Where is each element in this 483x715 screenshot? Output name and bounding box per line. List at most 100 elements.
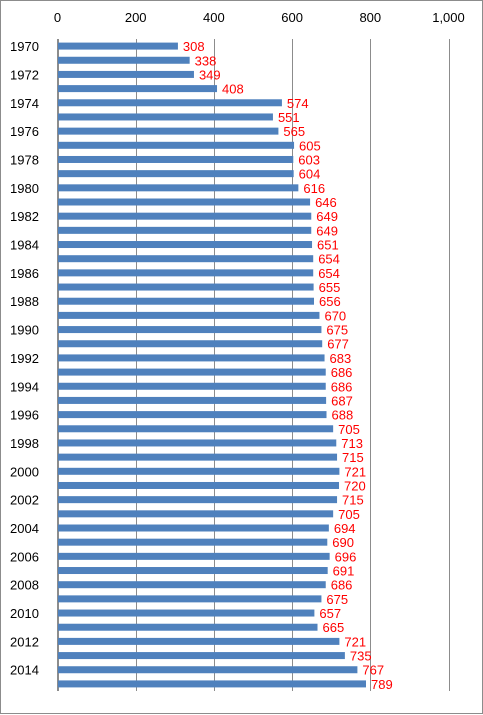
data-label-1971: 338	[195, 53, 217, 68]
bar-1998	[57, 439, 337, 447]
data-label-1993: 686	[331, 365, 353, 380]
bar-2015	[57, 680, 366, 688]
bar-1987	[57, 283, 314, 291]
bar-1973	[57, 85, 218, 93]
x-tick-label: 400	[203, 10, 225, 25]
data-label-1978: 603	[298, 152, 320, 167]
data-label-1973: 408	[222, 82, 244, 97]
y-tick-label: 1970	[10, 39, 39, 54]
data-label-1977: 605	[299, 138, 321, 153]
bar-1988	[57, 297, 314, 305]
data-label-2004: 694	[334, 521, 356, 536]
data-label-1990: 675	[326, 323, 348, 338]
y-tick-label: 2012	[10, 634, 39, 649]
y-tick-label: 1978	[10, 152, 39, 167]
bar-1993	[57, 368, 326, 376]
y-tick-label: 1980	[10, 181, 39, 196]
bar-1981	[57, 198, 311, 206]
x-axis-tick-labels: 0 200 400 600 800 1,000	[54, 10, 465, 25]
y-tick-label: 2014	[10, 663, 39, 678]
gridlines	[58, 39, 450, 691]
bar-1997	[57, 425, 334, 433]
data-label-2000: 721	[344, 464, 366, 479]
data-label-1984: 651	[317, 238, 339, 253]
bar-2002	[57, 496, 338, 504]
data-labels: 3083383494085745515656056036046166466496…	[183, 39, 393, 692]
data-label-1996: 688	[332, 408, 354, 423]
data-label-1972: 349	[199, 67, 221, 82]
bar-1984	[57, 241, 313, 249]
bar-1980	[57, 184, 299, 192]
x-tick-label: 800	[359, 10, 381, 25]
bar-1979	[57, 170, 294, 178]
x-tick-label: 1,000	[432, 10, 465, 25]
y-tick-label: 1996	[10, 408, 39, 423]
data-label-2001: 720	[344, 478, 366, 493]
data-label-1995: 687	[331, 393, 353, 408]
y-tick-label: 1988	[10, 294, 39, 309]
bar-1978	[57, 155, 294, 163]
bar-1986	[57, 269, 314, 277]
bar-2013	[57, 652, 345, 660]
data-label-1987: 655	[319, 280, 341, 295]
y-tick-label: 1998	[10, 436, 39, 451]
y-tick-label: 2008	[10, 578, 39, 593]
bar-1971	[57, 56, 190, 64]
x-tick-label: 200	[125, 10, 147, 25]
data-label-1981: 646	[315, 195, 337, 210]
data-label-2002: 715	[342, 493, 364, 508]
bar-2008	[57, 581, 326, 589]
data-label-1976: 565	[283, 124, 305, 139]
bar-1976	[57, 127, 279, 135]
data-label-2014: 767	[362, 663, 384, 678]
data-label-2011: 665	[323, 620, 345, 635]
bar-2009	[57, 595, 322, 603]
data-label-1986: 654	[318, 266, 340, 281]
bar-2004	[57, 524, 329, 532]
bar-1974	[57, 99, 282, 107]
y-tick-label: 1984	[10, 238, 39, 253]
bar-2011	[57, 623, 318, 631]
data-label-2015: 789	[371, 677, 393, 692]
bars	[57, 42, 366, 688]
y-tick-label: 2002	[10, 493, 39, 508]
bar-1996	[57, 411, 327, 419]
data-label-1980: 616	[303, 181, 325, 196]
bar-1970	[57, 42, 178, 50]
data-label-1979: 604	[299, 167, 321, 182]
data-label-1982: 649	[316, 209, 338, 224]
data-label-1997: 705	[338, 422, 360, 437]
data-label-1998: 713	[341, 436, 363, 451]
bar-1982	[57, 212, 312, 220]
bar-1995	[57, 396, 327, 404]
data-label-1975: 551	[278, 110, 300, 125]
data-label-1974: 574	[287, 96, 309, 111]
bar-1990	[57, 326, 322, 334]
y-tick-label: 1982	[10, 209, 39, 224]
data-label-2008: 686	[331, 578, 353, 593]
bar-2007	[57, 567, 328, 575]
data-label-2006: 696	[335, 549, 357, 564]
bar-1992	[57, 354, 325, 362]
data-label-1999: 715	[342, 450, 364, 465]
data-label-2012: 721	[344, 634, 366, 649]
y-tick-label: 2000	[10, 464, 39, 479]
bar-2012	[57, 637, 340, 645]
bar-1985	[57, 255, 314, 263]
data-label-1989: 670	[324, 308, 346, 323]
y-tick-label: 2010	[10, 606, 39, 621]
data-label-2009: 675	[326, 592, 348, 607]
y-tick-label: 2006	[10, 549, 39, 564]
x-tick-label: 0	[54, 10, 61, 25]
data-label-1985: 654	[318, 252, 340, 267]
bar-1977	[57, 141, 295, 149]
data-label-1983: 649	[316, 223, 338, 238]
bar-1994	[57, 382, 326, 390]
bar-2014	[57, 666, 358, 674]
data-label-1992: 683	[330, 351, 352, 366]
bar-1989	[57, 311, 320, 319]
bar-1999	[57, 453, 338, 461]
x-tick-label: 600	[281, 10, 303, 25]
data-label-2007: 691	[333, 564, 355, 579]
